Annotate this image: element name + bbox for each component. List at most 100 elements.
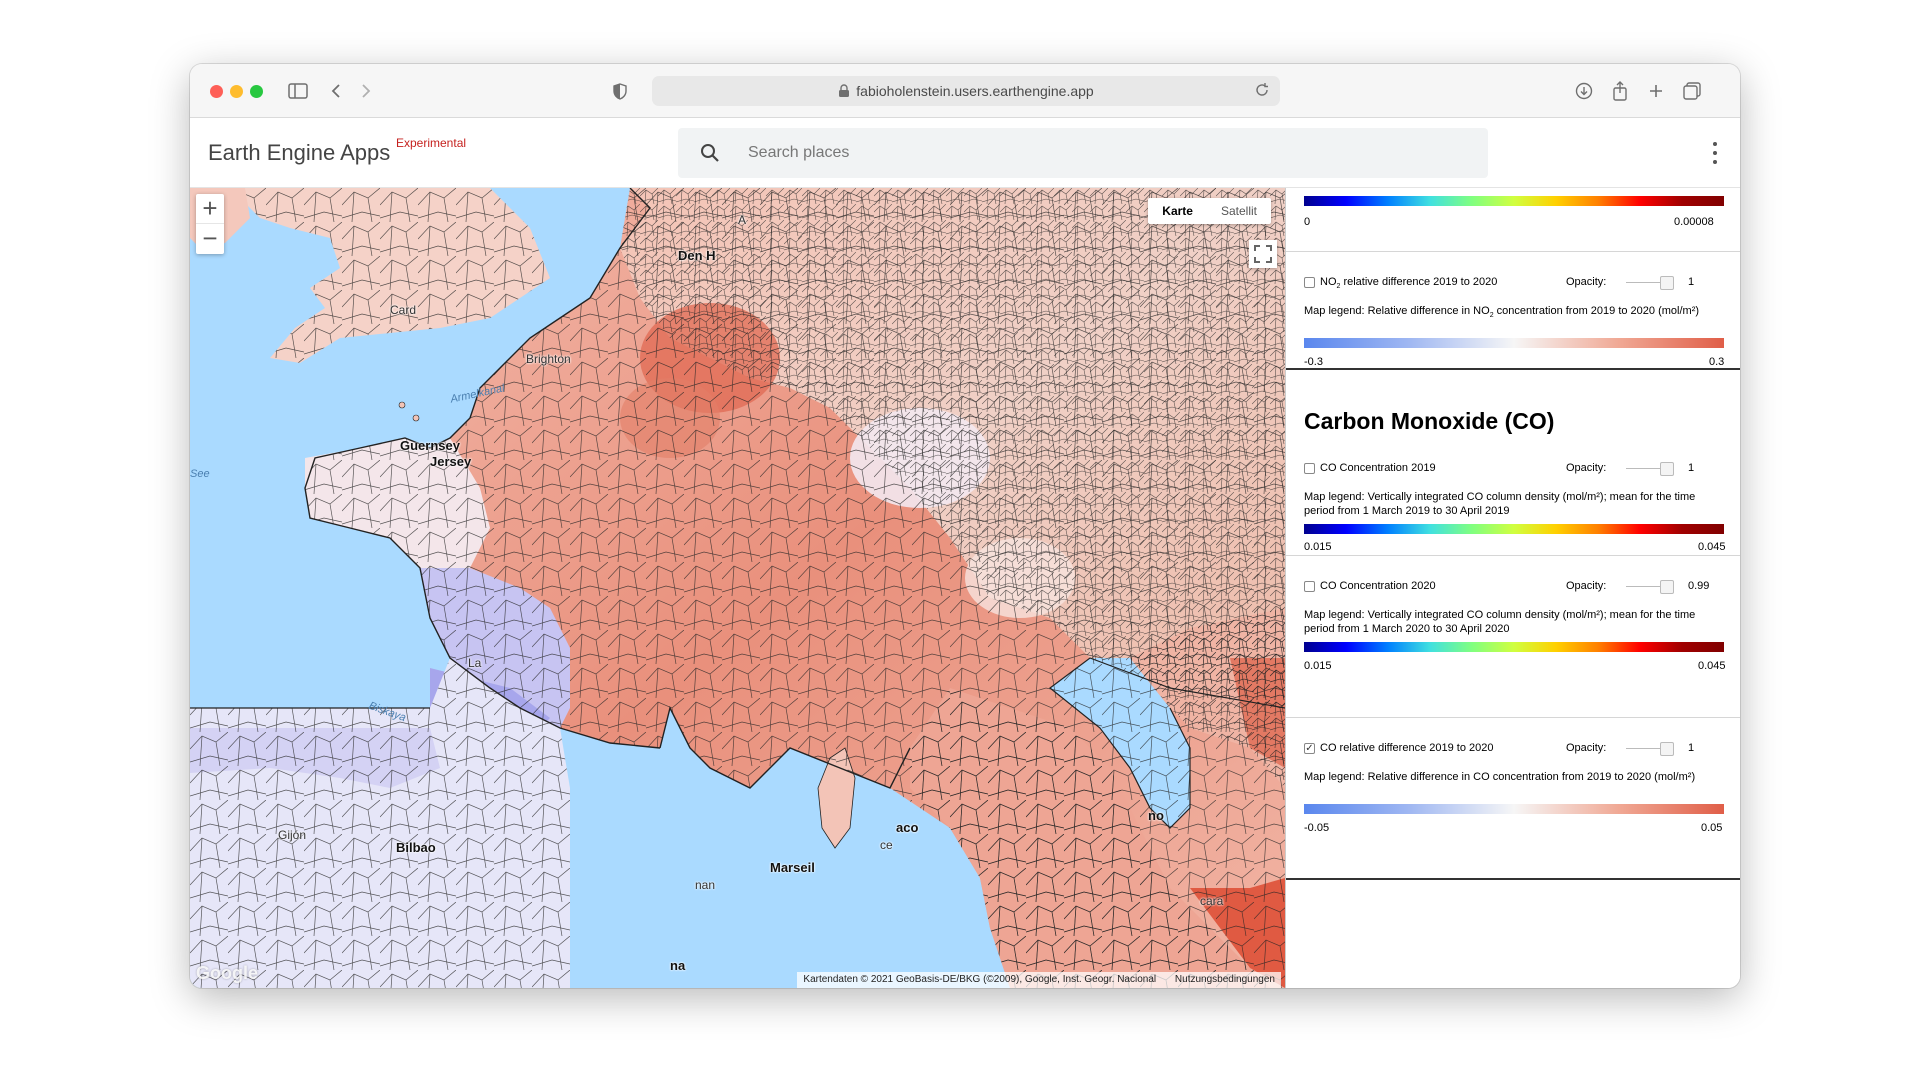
map-label-no: no — [1148, 808, 1164, 823]
app-header: Earth Engine Apps Experimental — [190, 118, 1740, 188]
tab-overview-icon[interactable] — [1678, 77, 1706, 105]
co-2020-layer-row: CO Concentration 2020 Opacity: 0.99 — [1304, 580, 1724, 596]
downloads-icon[interactable] — [1570, 77, 1598, 105]
url-text: fabioholenstein.users.earthengine.app — [856, 83, 1094, 99]
co-2020-checkbox[interactable] — [1304, 581, 1315, 592]
co-diff-label: CO relative difference 2019 to 2020 — [1320, 742, 1494, 754]
no2-diff-section: NO2 relative difference 2019 to 2020 Opa… — [1286, 252, 1740, 370]
no2-2020-legend-section: 0 0.00008 — [1286, 188, 1740, 252]
co-diff-colorbar-max: 0.05 — [1701, 822, 1723, 834]
map-label-den-haag: Den H — [678, 248, 716, 263]
co-2019-opacity-thumb[interactable] — [1660, 462, 1674, 476]
search-box[interactable] — [678, 128, 1488, 178]
co-2019-colorbar — [1304, 524, 1724, 534]
sidebar-toggle-icon[interactable] — [284, 77, 312, 105]
map-label-na: na — [670, 958, 686, 973]
no2-colorbar — [1304, 196, 1724, 206]
map-label-nice: ce — [880, 838, 893, 852]
no2-colorbar-max: 0.00008 — [1674, 216, 1714, 228]
map-type-map-button[interactable]: Karte — [1162, 204, 1193, 218]
co-2019-layer-row: CO Concentration 2019 Opacity: 1 — [1304, 462, 1724, 478]
co-2020-opacity-slider[interactable] — [1626, 586, 1668, 587]
map-attribution: Kartendaten © 2021 GeoBasis-DE/BKG (©200… — [797, 972, 1281, 988]
more-options-icon[interactable] — [1712, 142, 1718, 164]
back-icon[interactable] — [322, 77, 350, 105]
map-label-marseille: Marseil — [770, 860, 815, 875]
layer-panel[interactable]: 0 0.00008 NO2 relative difference 2019 t… — [1285, 188, 1740, 988]
no2-diff-opacity-slider[interactable] — [1626, 282, 1668, 283]
co-2019-section: Carbon Monoxide (CO) CO Concentration 20… — [1286, 370, 1740, 556]
co-diff-legend-text: Map legend: Relative difference in CO co… — [1304, 771, 1696, 783]
co-section-title: Carbon Monoxide (CO) — [1304, 408, 1555, 434]
fullscreen-button[interactable] — [1249, 240, 1277, 268]
no2-diff-opacity-value: 1 — [1688, 276, 1695, 288]
co-diff-colorbar-min: -0.05 — [1304, 822, 1330, 834]
search-icon — [701, 144, 719, 162]
no2-diff-colorbar-min: -0.3 — [1304, 356, 1323, 368]
no2-diff-opacity-label: Opacity: — [1566, 276, 1607, 288]
co-2019-label: CO Concentration 2019 — [1320, 462, 1436, 474]
privacy-shield-icon[interactable] — [606, 77, 634, 105]
map-tiles — [190, 188, 1285, 988]
zoom-in-button[interactable]: + — [196, 194, 224, 224]
co-2020-label: CO Concentration 2020 — [1320, 580, 1436, 592]
co-2019-opacity-value: 1 — [1688, 462, 1695, 474]
no2-diff-checkbox[interactable] — [1304, 277, 1315, 288]
map-label-la-rochelle: La — [468, 656, 482, 670]
co-2019-checkbox[interactable] — [1304, 463, 1315, 474]
map-label-jersey: Jersey — [430, 454, 472, 469]
new-tab-icon[interactable] — [1642, 77, 1670, 105]
map-label-bilbao: Bilbao — [396, 840, 436, 855]
map-label-see: See — [190, 468, 210, 480]
co-diff-opacity-slider[interactable] — [1626, 748, 1668, 749]
co-2020-opacity-label: Opacity: — [1566, 580, 1607, 592]
co-2020-section: CO Concentration 2020 Opacity: 0.99 Map … — [1286, 556, 1740, 718]
no2-diff-layer-row: NO2 relative difference 2019 to 2020 Opa… — [1304, 276, 1724, 292]
map-type-control: Karte Satellit — [1148, 198, 1271, 224]
terms-link[interactable]: Nutzungsbedingungen — [1174, 974, 1275, 985]
experimental-badge: Experimental — [396, 136, 467, 150]
no2-diff-label: NO2 relative difference 2019 to 2020 — [1320, 276, 1498, 291]
forward-icon[interactable] — [352, 77, 380, 105]
co-2020-legend-text: Map legend: Vertically integrated CO col… — [1304, 609, 1696, 635]
app-title[interactable]: Earth Engine Apps — [208, 140, 391, 165]
map-label-brighton: Brighton — [526, 352, 571, 366]
co-2019-colorbar-max: 0.045 — [1698, 541, 1726, 553]
map-label-cardiff: Card — [390, 303, 417, 317]
no2-diff-colorbar-max: 0.3 — [1709, 356, 1725, 368]
co-2020-colorbar — [1304, 642, 1724, 652]
co-diff-opacity-value: 1 — [1688, 742, 1695, 754]
co-2020-colorbar-max: 0.045 — [1698, 660, 1726, 672]
minimize-window-button[interactable] — [230, 85, 243, 98]
search-input[interactable] — [748, 128, 1448, 178]
google-logo: Google — [196, 963, 258, 983]
no2-colorbar-min: 0 — [1304, 216, 1311, 228]
co-diff-layer-row: ✓ CO relative difference 2019 to 2020 Op… — [1304, 742, 1724, 758]
browser-window: fabioholenstein.users.earthengine.app Ea… — [190, 64, 1740, 988]
co-2020-colorbar-min: 0.015 — [1304, 660, 1332, 672]
co-2019-opacity-slider[interactable] — [1626, 468, 1668, 469]
co-diff-opacity-thumb[interactable] — [1660, 742, 1674, 756]
zoom-out-button[interactable]: − — [202, 223, 218, 253]
co-diff-opacity-label: Opacity: — [1566, 742, 1607, 754]
close-window-button[interactable] — [210, 85, 223, 98]
reload-icon[interactable] — [1254, 82, 1270, 98]
map-type-satellite-button[interactable]: Satellit — [1220, 204, 1257, 218]
lock-icon — [839, 84, 850, 97]
map-label-a: A — [738, 213, 747, 227]
no2-diff-colorbar — [1304, 338, 1724, 348]
maximize-window-button[interactable] — [250, 85, 263, 98]
map-label-guernsey: Guernsey — [400, 438, 460, 453]
co-2019-opacity-label: Opacity: — [1566, 462, 1607, 474]
co-2020-opacity-thumb[interactable] — [1660, 580, 1674, 594]
no2-diff-legend-text: Map legend: Relative difference in NO2 c… — [1304, 305, 1700, 320]
co-2019-legend-text: Map legend: Vertically integrated CO col… — [1304, 491, 1696, 517]
map-canvas[interactable]: + − Karte Satellit Den H A Brighton Card… — [190, 188, 1285, 988]
attribution-text: Kartendaten © 2021 GeoBasis-DE/BKG (©200… — [803, 974, 1157, 985]
co-2019-colorbar-min: 0.015 — [1304, 541, 1332, 553]
co-diff-colorbar — [1304, 804, 1724, 814]
address-bar[interactable]: fabioholenstein.users.earthengine.app — [652, 76, 1280, 106]
share-icon[interactable] — [1606, 77, 1634, 105]
no2-diff-opacity-thumb[interactable] — [1660, 276, 1674, 290]
co-diff-checkbox[interactable]: ✓ — [1304, 743, 1315, 754]
